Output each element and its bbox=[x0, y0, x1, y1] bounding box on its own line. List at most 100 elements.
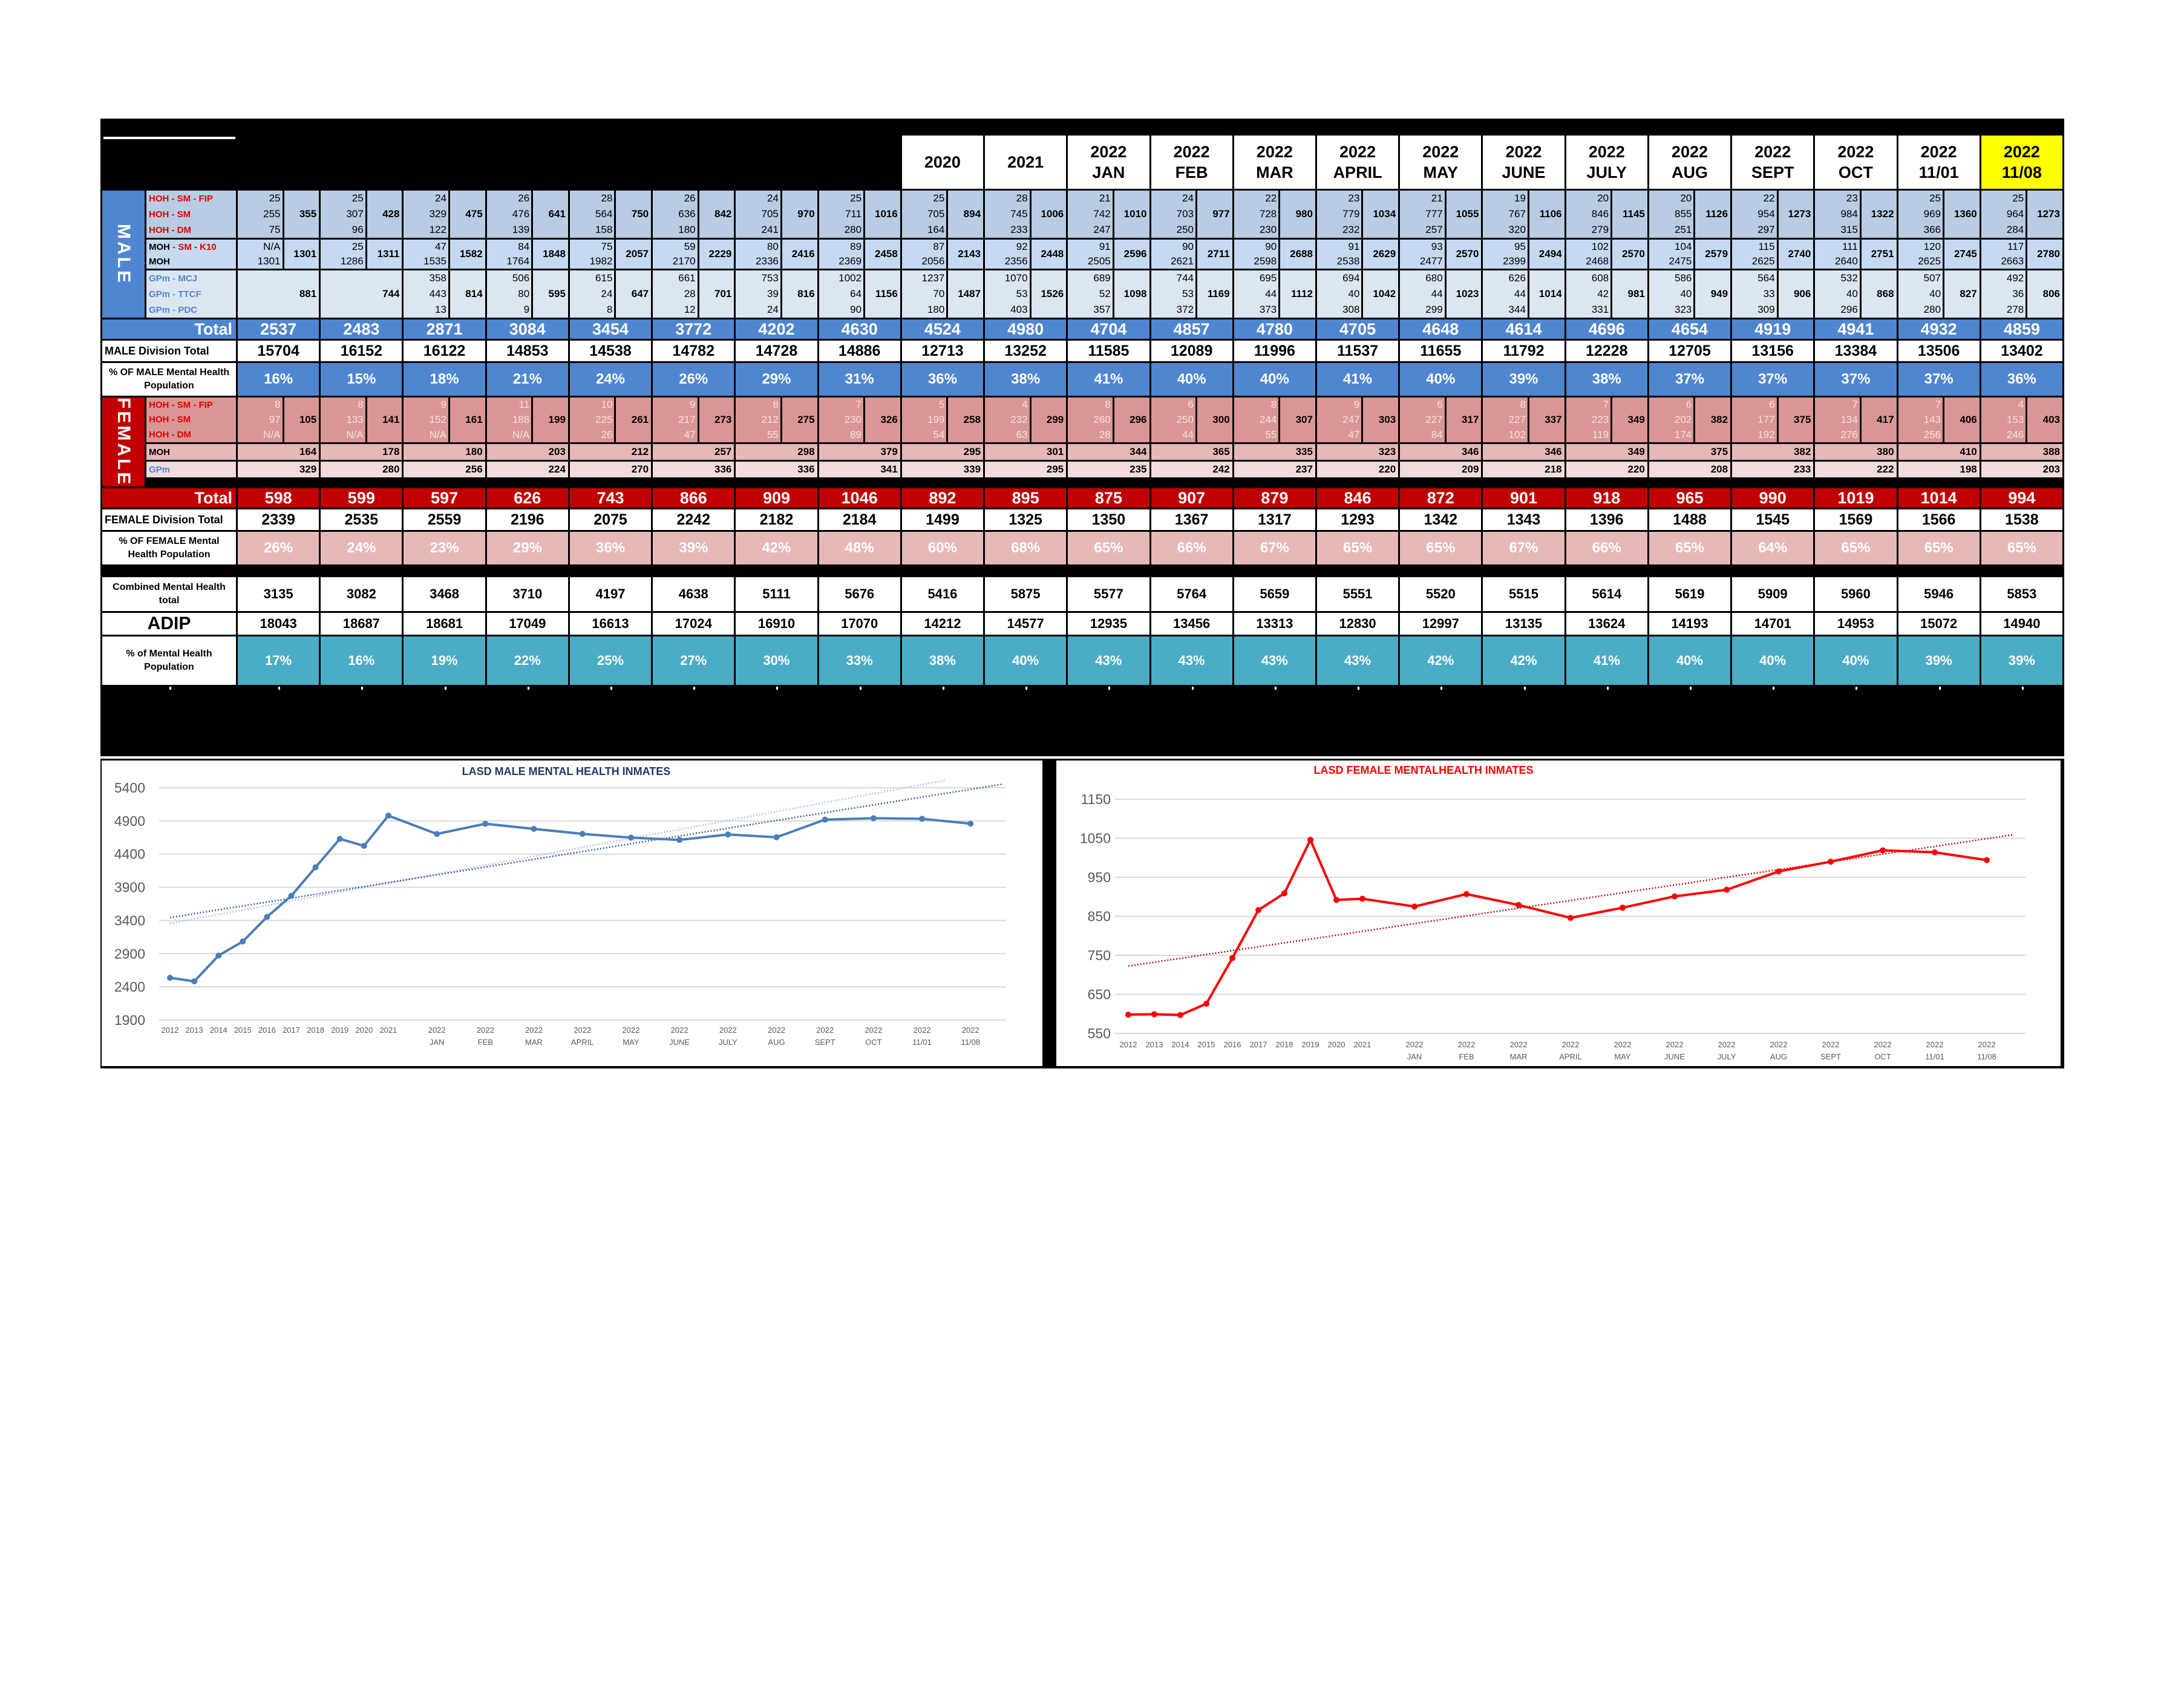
detail-value: 52 bbox=[1099, 288, 1111, 299]
detail-cell: 7 143 256 406 bbox=[1898, 397, 1980, 442]
detail-value: 232 bbox=[1342, 224, 1360, 235]
combined-row-cell: 3710 bbox=[486, 577, 568, 612]
x-tick-label: 2022 bbox=[1614, 1040, 1632, 1049]
female-total-row-cell: 909 bbox=[736, 488, 817, 508]
detail-values: 22 954 297 bbox=[1732, 191, 1779, 238]
detail-values: 7 223 119 bbox=[1566, 397, 1613, 442]
detail-value: 26 bbox=[601, 428, 613, 440]
female-total-row-cell: 598 bbox=[238, 488, 319, 508]
detail-value: 7 bbox=[855, 399, 862, 411]
female-pct-row-cell: 24% bbox=[321, 532, 402, 565]
detail-value: 7 bbox=[1603, 399, 1609, 411]
detail-value: 5 bbox=[938, 399, 945, 411]
detail-value: 344 bbox=[1508, 304, 1526, 315]
detail-values: 20 855 251 bbox=[1649, 191, 1696, 238]
y-tick-label: 4400 bbox=[114, 846, 145, 862]
detail-subtotal: 641 bbox=[548, 208, 566, 220]
detail-value: 711 bbox=[845, 208, 862, 220]
female-division-row-cell: 1545 bbox=[1732, 509, 1814, 531]
detail-value: 767 bbox=[1508, 208, 1526, 220]
detail-value: 636 bbox=[678, 208, 696, 220]
x-tick-label: JAN bbox=[430, 1038, 445, 1047]
detail-value: 55 bbox=[767, 428, 779, 440]
detail-cell: 87 2056 2143 bbox=[901, 240, 984, 269]
header-cell-blank bbox=[321, 136, 402, 189]
combined-row-cell: 5764 bbox=[1151, 577, 1232, 612]
detail-value: 120 bbox=[1923, 241, 1941, 252]
detail-cell: 7 230 89 326 bbox=[819, 397, 900, 442]
detail-value: 278 bbox=[2006, 304, 2024, 315]
data-point bbox=[967, 820, 974, 827]
male-pct-row-cell: 21% bbox=[486, 363, 568, 396]
male-division-row-cell: 16122 bbox=[404, 341, 485, 361]
y-tick-label: 1150 bbox=[1081, 791, 1111, 807]
detail-value: 115 bbox=[1758, 241, 1775, 252]
detail-value: 75 bbox=[601, 241, 613, 252]
detail-value: 97 bbox=[269, 413, 281, 425]
detail-cell: 117 2663 2780 bbox=[1981, 240, 2062, 269]
male-pct-row-cell: 15% bbox=[321, 363, 402, 396]
detail-subtotal: 1042 bbox=[1373, 288, 1396, 299]
detail-subtotal: 2740 bbox=[1788, 248, 1811, 260]
combined-row-cell: 5909 bbox=[1732, 577, 1814, 612]
detail-cell: 8 244 55 307 bbox=[1234, 397, 1315, 442]
female-division-row-cell: 2182 bbox=[736, 509, 817, 531]
x-tick-label: 2022 bbox=[428, 1026, 446, 1035]
female-label: FEMALE bbox=[102, 397, 145, 487]
male-division-row-cell: 12705 bbox=[1649, 341, 1731, 361]
row-label: MOH - SM - K10 bbox=[149, 242, 217, 252]
detail-cell: 6 227 84 317 bbox=[1400, 397, 1482, 442]
data-point bbox=[264, 914, 270, 920]
data-point bbox=[1672, 893, 1678, 900]
detail-value: 1535 bbox=[423, 255, 446, 267]
detail-value: 91 bbox=[1099, 241, 1111, 252]
detail-cell: 235 bbox=[1068, 462, 1149, 477]
detail-value: 532 bbox=[1840, 272, 1858, 284]
detail-values: 26 476 139 bbox=[487, 191, 534, 238]
detail-value: 476 bbox=[512, 208, 530, 220]
pct-mh-row-cell: 43% bbox=[1068, 636, 1149, 685]
detail-values: 8 97 N/A bbox=[238, 397, 284, 442]
detail-subtotal: 1145 bbox=[1622, 208, 1645, 220]
male-total-row-cell: 4614 bbox=[1483, 319, 1564, 339]
pct-mh-row-cell: 39% bbox=[1981, 636, 2062, 685]
detail-subtotal: 1169 bbox=[1207, 288, 1230, 299]
female-division-row-cell: 1342 bbox=[1400, 509, 1482, 531]
x-tick-label: FEB bbox=[1459, 1052, 1474, 1061]
detail-value: 689 bbox=[1093, 272, 1111, 284]
detail-value: 230 bbox=[1259, 224, 1277, 235]
combined-row-cell: 5875 bbox=[985, 577, 1067, 612]
adip-row-cell: 13135 bbox=[1483, 613, 1564, 635]
detail-cell: 220 bbox=[1316, 462, 1399, 477]
x-tick-label: 2022 bbox=[477, 1026, 494, 1035]
male-division-row-cell: 12713 bbox=[901, 341, 984, 361]
female-pct-row-cell: 65% bbox=[1400, 532, 1482, 565]
detail-value: 257 bbox=[1425, 224, 1443, 235]
detail-value: 25 bbox=[351, 192, 364, 204]
data-point bbox=[1984, 857, 1990, 863]
detail-value: 280 bbox=[844, 224, 862, 235]
detail-values: 626 44 344 bbox=[1483, 270, 1529, 318]
male-total-row-cell: 4202 bbox=[736, 319, 817, 339]
detail-cell: 532 40 296 868 bbox=[1815, 270, 1897, 318]
detail-values: 117 2663 bbox=[1981, 240, 2028, 269]
column-year: 2020 bbox=[924, 153, 961, 171]
detail-value: 64 bbox=[850, 288, 862, 299]
combined-row-cell: 5676 bbox=[819, 577, 900, 612]
column-year: 2022 bbox=[1256, 143, 1293, 161]
data-point bbox=[1151, 1011, 1157, 1018]
detail-subtotal: 1106 bbox=[1539, 208, 1562, 220]
adip-row-cell: 18687 bbox=[321, 613, 402, 635]
column-header: 2021 bbox=[985, 136, 1067, 189]
detail-subtotal: 1016 bbox=[874, 208, 898, 220]
detail-value: 279 bbox=[1591, 224, 1609, 235]
male-division-row-cell: 13506 bbox=[1898, 341, 1980, 361]
detail-cell: 20 855 251 1126 bbox=[1649, 191, 1731, 238]
detail-cell: 90 2621 2711 bbox=[1151, 240, 1232, 269]
detail-value: 984 bbox=[1840, 208, 1858, 220]
detail-cell: 25 307 96 428 bbox=[321, 191, 402, 238]
detail-subtotal: 141 bbox=[382, 414, 400, 425]
detail-value: 117 bbox=[2007, 241, 2024, 252]
column-year: 2021 bbox=[1007, 153, 1044, 171]
x-tick-label: AUG bbox=[1770, 1052, 1787, 1061]
